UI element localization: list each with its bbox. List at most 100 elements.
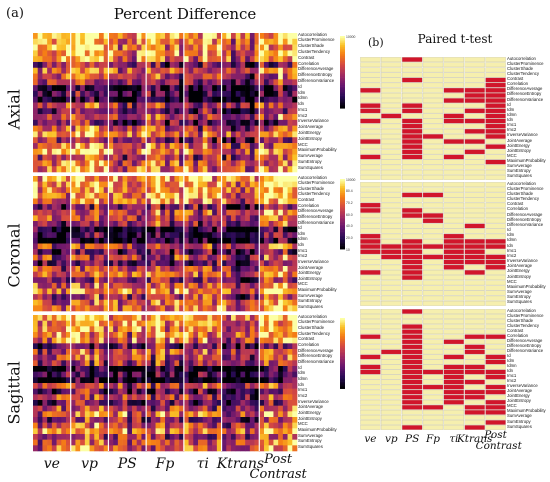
heat-cell-sagittal bbox=[108, 366, 114, 372]
heat-cell-axial bbox=[51, 131, 57, 138]
heat-cell-axial bbox=[273, 166, 279, 173]
heat-cell-axial bbox=[160, 154, 166, 161]
ttest-cell-sagittal bbox=[401, 374, 423, 380]
heat-cell-axial bbox=[183, 79, 189, 86]
heat-cell-sagittal bbox=[103, 400, 109, 406]
heat-cell-sagittal bbox=[61, 360, 67, 367]
ttest-cell-axial bbox=[401, 159, 423, 165]
heat-cell-coronal bbox=[70, 288, 76, 295]
heat-cell-sagittal bbox=[292, 411, 298, 418]
heat-cell-axial bbox=[122, 125, 128, 132]
heat-cell-axial bbox=[117, 44, 123, 51]
heat-cell-sagittal bbox=[292, 388, 298, 395]
heat-cell-coronal bbox=[61, 271, 67, 278]
heat-cell-axial bbox=[202, 114, 208, 121]
heat-cell-axial bbox=[117, 90, 123, 98]
heat-cell-sagittal bbox=[169, 332, 175, 338]
heat-cell-coronal bbox=[264, 237, 270, 244]
heat-cell-axial bbox=[188, 160, 194, 167]
heat-cell-sagittal bbox=[51, 445, 57, 452]
heat-cell-axial bbox=[198, 166, 204, 173]
heat-cell-coronal bbox=[273, 226, 279, 233]
heat-cell-axial bbox=[235, 166, 241, 173]
heat-cell-axial bbox=[268, 143, 274, 150]
heat-cell-sagittal bbox=[51, 439, 57, 446]
heat-cell-sagittal bbox=[235, 411, 241, 418]
heat-cell-coronal bbox=[132, 305, 138, 312]
heat-cell-coronal bbox=[249, 187, 255, 194]
ttest-cell-axial bbox=[485, 149, 506, 155]
ttest-cell-axial bbox=[381, 169, 402, 175]
ttest-cell-sagittal bbox=[381, 339, 402, 345]
heat-cell-axial bbox=[235, 85, 241, 92]
heat-cell-coronal bbox=[56, 198, 62, 205]
heat-cell-axial bbox=[198, 96, 204, 103]
heat-cell-sagittal bbox=[42, 343, 48, 350]
heat-cell-sagittal bbox=[179, 320, 185, 327]
heat-cell-axial bbox=[259, 79, 265, 86]
heat-cell-coronal bbox=[42, 271, 48, 278]
heat-cell-coronal bbox=[66, 282, 72, 289]
heat-cell-sagittal bbox=[136, 388, 142, 395]
heat-cell-sagittal bbox=[169, 388, 175, 395]
heat-cell-sagittal bbox=[113, 349, 119, 355]
heat-cell-coronal bbox=[51, 237, 57, 244]
heat-cell-axial bbox=[47, 67, 53, 74]
heat-cell-axial bbox=[113, 148, 119, 155]
heat-cell-sagittal bbox=[231, 377, 237, 384]
heat-cell-axial bbox=[66, 44, 72, 51]
heat-cell-sagittal bbox=[75, 434, 81, 440]
heat-cell-coronal bbox=[249, 243, 255, 250]
ttest-cell-axial bbox=[360, 98, 381, 103]
heat-cell-axial bbox=[66, 166, 72, 173]
heat-cell-sagittal bbox=[42, 366, 48, 372]
heat-cell-coronal bbox=[155, 254, 161, 261]
ttest-cell-sagittal bbox=[381, 329, 402, 335]
feature-label-b: JointEnergy bbox=[507, 142, 530, 148]
heat-cell-sagittal bbox=[183, 400, 189, 406]
heat-cell-sagittal bbox=[273, 337, 279, 344]
heat-cell-sagittal bbox=[174, 349, 180, 355]
heat-cell-axial bbox=[282, 85, 288, 92]
heat-cell-coronal bbox=[202, 192, 208, 199]
heat-cell-axial bbox=[56, 73, 62, 80]
heat-cell-coronal bbox=[273, 237, 279, 244]
heat-cell-sagittal bbox=[103, 343, 109, 350]
heat-cell-sagittal bbox=[108, 360, 114, 367]
heat-cell-sagittal bbox=[264, 388, 270, 395]
heat-cell-sagittal bbox=[51, 388, 57, 395]
heat-cell-sagittal bbox=[198, 400, 204, 406]
heat-cell-axial bbox=[259, 38, 265, 45]
ttest-cell-coronal bbox=[381, 301, 402, 306]
heat-cell-coronal bbox=[287, 176, 293, 182]
parameter-separator bbox=[145, 33, 147, 172]
heat-cell-axial bbox=[183, 85, 189, 92]
heat-cell-coronal bbox=[132, 266, 138, 272]
heat-cell-axial bbox=[122, 160, 128, 167]
heat-cell-coronal bbox=[202, 204, 208, 211]
heat-cell-axial bbox=[249, 154, 255, 161]
heat-cell-sagittal bbox=[249, 320, 255, 327]
heat-cell-coronal bbox=[207, 237, 213, 244]
heat-cell-sagittal bbox=[193, 405, 199, 412]
heat-cell-coronal bbox=[292, 187, 298, 194]
heat-cell-sagittal bbox=[207, 360, 213, 367]
heat-cell-coronal bbox=[146, 192, 152, 199]
heat-cell-coronal bbox=[66, 215, 72, 222]
heat-cell-axial bbox=[287, 125, 293, 132]
heat-cell-coronal bbox=[84, 237, 90, 244]
colorbar-segment bbox=[340, 344, 345, 347]
heat-cell-sagittal bbox=[42, 377, 48, 384]
heat-cell-sagittal bbox=[259, 354, 265, 361]
heat-cell-sagittal bbox=[235, 326, 241, 333]
heat-cell-sagittal bbox=[292, 394, 298, 401]
heat-cell-coronal bbox=[240, 282, 246, 289]
heat-cell-sagittal bbox=[216, 405, 222, 412]
colorbar-segment bbox=[340, 332, 345, 335]
heat-cell-coronal bbox=[117, 294, 123, 301]
heat-cell-coronal bbox=[94, 221, 100, 227]
heat-cell-axial bbox=[99, 33, 105, 40]
heat-cell-axial bbox=[292, 143, 298, 150]
heat-cell-sagittal bbox=[221, 400, 227, 406]
heat-cell-axial bbox=[183, 67, 189, 74]
